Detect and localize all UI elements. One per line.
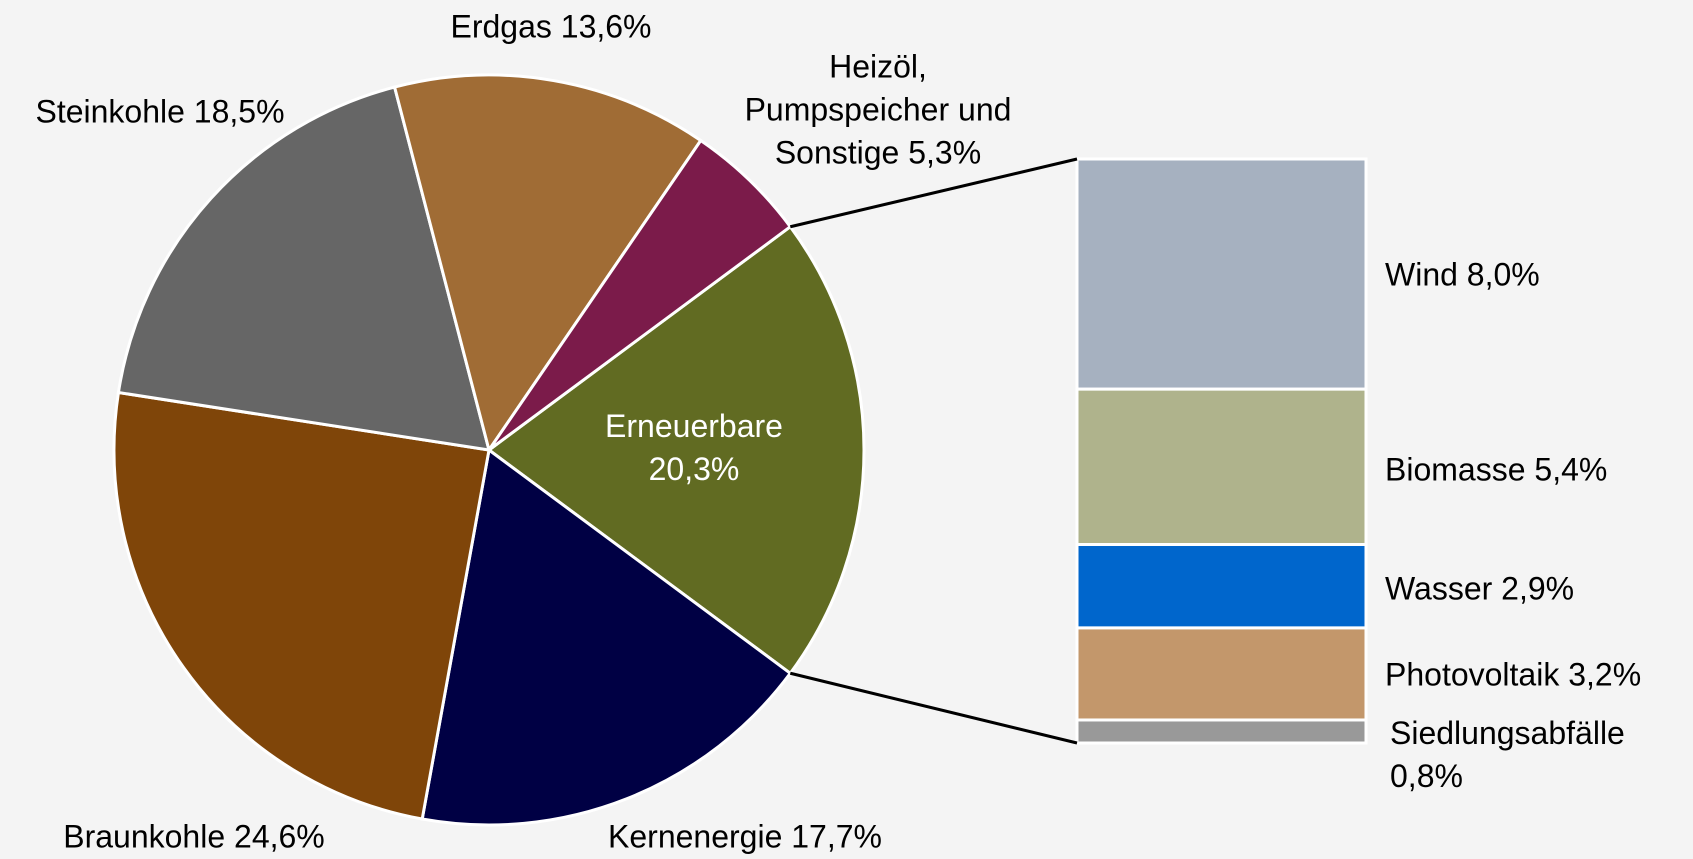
bar-segment [1075, 157, 1368, 391]
data-label: Wasser 2,9% [1385, 568, 1574, 611]
connector [789, 157, 1078, 229]
data-label: Heizöl, Pumpspeicher und Sonstige 5,3% [745, 46, 1012, 175]
category-label: Siedlungsabfälle [1390, 715, 1625, 751]
value-label: 0,8% [1390, 758, 1463, 794]
data-label: Steinkohle 18,5% [35, 91, 284, 134]
pie-slice [392, 73, 703, 454]
bar-segment [1075, 718, 1368, 745]
data-label: Siedlungsabfälle 0,8% [1390, 712, 1625, 798]
pie-slice [420, 447, 793, 827]
value-label: 18,5% [193, 93, 285, 130]
value-label: 3,2% [1568, 656, 1642, 693]
bar-segment [1075, 626, 1368, 722]
value-label: 20,3% [648, 451, 740, 487]
data-label: Wind 8,0% [1385, 254, 1540, 297]
value-label: 17,7% [791, 818, 882, 855]
value-label: 2,9% [1501, 570, 1575, 607]
data-label: Erdgas 13,6% [450, 6, 651, 49]
category-label: Steinkohle [35, 93, 185, 130]
category-label: Erdgas [450, 8, 552, 45]
category-label: Biomasse [1385, 451, 1526, 488]
pie-slice [487, 138, 793, 452]
data-label: Photovoltaik 3,2% [1385, 654, 1641, 697]
category-label: Wasser [1385, 570, 1493, 607]
value-label: 24,6% [234, 818, 325, 855]
bar-segment [1075, 542, 1368, 630]
data-label: Erneuerbare 20,3% [605, 405, 783, 491]
category-label: Braunkohle [63, 818, 226, 855]
bar-segment [1075, 387, 1368, 546]
value-label: 13,6% [560, 8, 652, 45]
data-label: Braunkohle 24,6% [63, 816, 325, 859]
pie-slice [486, 224, 866, 676]
data-label: Biomasse 5,4% [1385, 449, 1607, 492]
value-label: 5,4% [1534, 451, 1608, 488]
category-label: Kernenergie [608, 818, 783, 855]
category-label: Wind [1385, 256, 1458, 293]
value-label: 5,3% [908, 134, 982, 171]
pie-slice [116, 85, 492, 452]
value-label: 8,0% [1466, 256, 1540, 293]
pie-slice [112, 390, 491, 821]
connector [789, 671, 1078, 745]
category-label: Heizöl, Pumpspeicher und Sonstige [744, 48, 1012, 171]
data-label: Kernenergie 17,7% [608, 816, 882, 859]
category-label: Photovoltaik [1385, 656, 1560, 693]
category-label: Erneuerbare [605, 408, 783, 444]
